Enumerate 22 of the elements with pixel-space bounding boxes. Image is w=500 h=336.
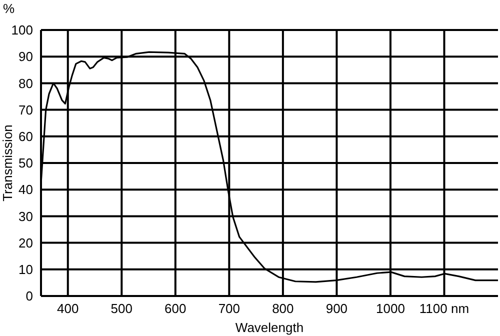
- x-tick-label: 400: [57, 301, 79, 316]
- y-tick-label: 50: [18, 156, 33, 171]
- x-tick-label: 700: [218, 301, 240, 316]
- text: %: [3, 1, 15, 16]
- y-tick-label: 20: [18, 235, 33, 250]
- y-axis-title: Transmission: [0, 124, 15, 202]
- x-tick-label: 900: [326, 301, 348, 316]
- x-tick-label: 800: [272, 301, 294, 316]
- y-tick-label: 80: [18, 76, 33, 91]
- x-tick-label: 1100 nm: [419, 301, 470, 316]
- y-tick-label: 10: [18, 262, 33, 278]
- y-tick-label: 60: [18, 129, 33, 144]
- y-tick-label: 0: [26, 288, 33, 304]
- y-tick-label: 90: [18, 49, 33, 64]
- x-tick-label: 600: [164, 301, 186, 316]
- x-tick-label: 500: [110, 301, 132, 316]
- x-tick-label: 1000: [376, 301, 405, 316]
- y-tick-label: 100: [11, 22, 33, 38]
- y-tick-label: 70: [18, 102, 33, 118]
- y-tick-label: 30: [18, 208, 33, 224]
- x-axis-title: Wavelength: [235, 320, 304, 335]
- y-tick-label: 40: [18, 182, 33, 198]
